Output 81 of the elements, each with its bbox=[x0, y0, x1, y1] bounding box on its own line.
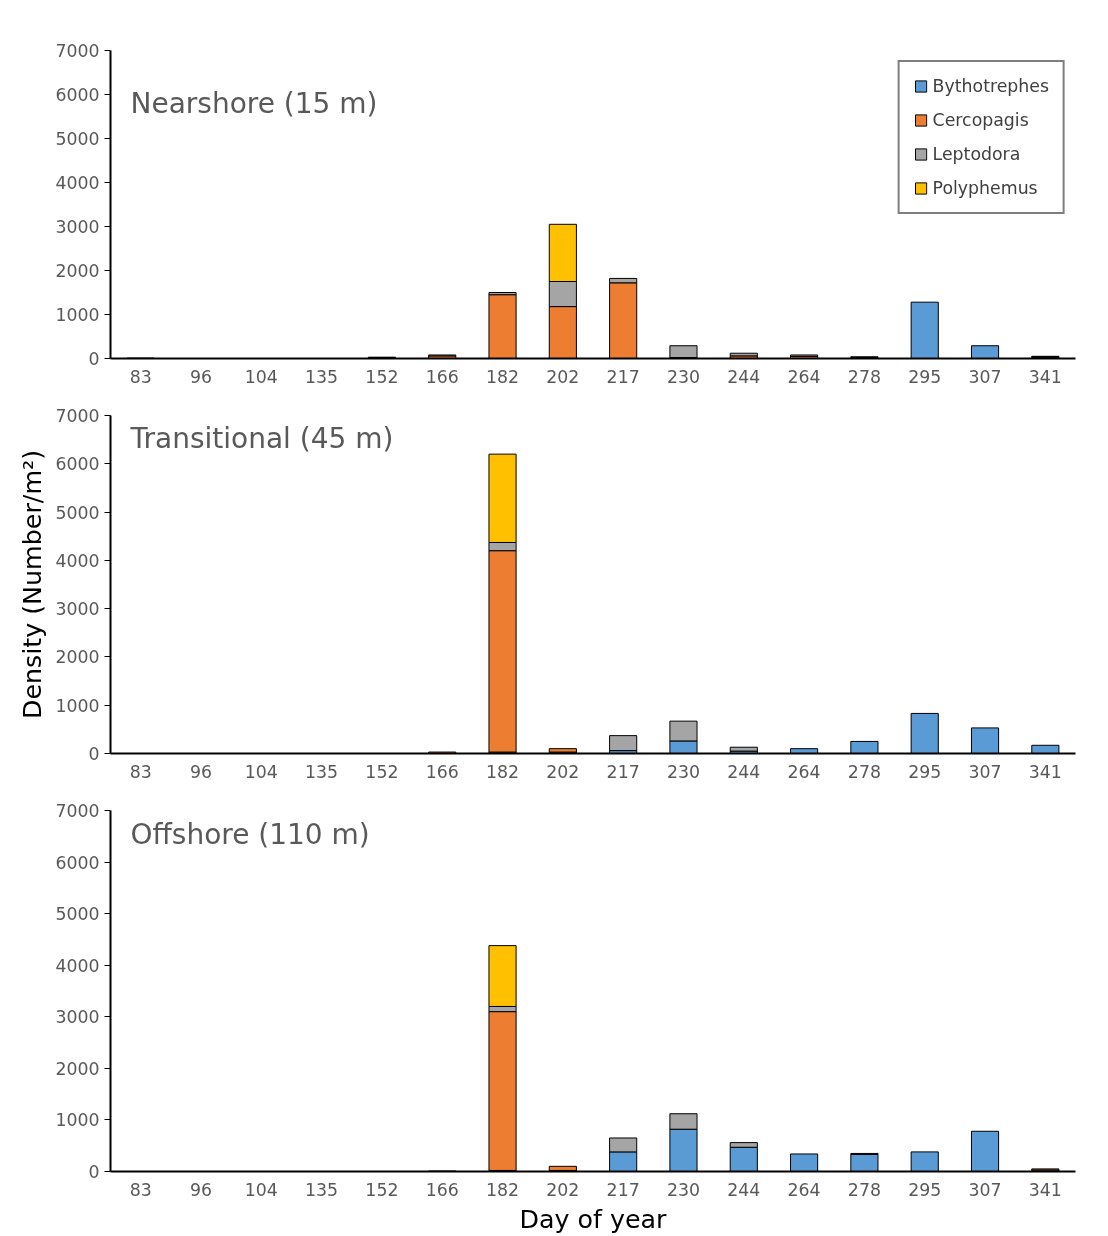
y-tick-label: 1000 bbox=[55, 695, 100, 716]
x-tick-label: 244 bbox=[727, 366, 761, 387]
x-tick-label: 295 bbox=[908, 1179, 942, 1200]
x-tick-label: 341 bbox=[1028, 761, 1062, 782]
x-tick-label: 182 bbox=[485, 366, 520, 387]
y-tick-label: 0 bbox=[88, 744, 100, 764]
x-tick-label: 166 bbox=[425, 761, 459, 782]
y-tick-label: 2000 bbox=[55, 647, 100, 668]
x-tick-label: 244 bbox=[727, 761, 761, 782]
y-tick-label: 3000 bbox=[55, 1007, 100, 1028]
x-tick-label: 278 bbox=[847, 366, 881, 387]
x-tick-label: 96 bbox=[189, 366, 213, 387]
y-tick-label: 5000 bbox=[55, 502, 100, 523]
x-tick-label: 152 bbox=[365, 761, 399, 782]
x-tick-label: 166 bbox=[425, 1179, 459, 1200]
legend-label: Leptodora bbox=[932, 144, 1021, 164]
y-tick-label: 7000 bbox=[55, 801, 100, 821]
x-tick-label: 202 bbox=[546, 761, 580, 782]
y-tick-label: 0 bbox=[88, 1162, 100, 1182]
x-tick-label: 152 bbox=[365, 1179, 399, 1200]
y-tick-label: 5000 bbox=[55, 129, 100, 149]
y-axis-title: Density (Number/m²) bbox=[17, 449, 48, 720]
y-tick-label: 3000 bbox=[55, 599, 100, 620]
x-tick-label: 135 bbox=[305, 366, 339, 387]
y-tick-label: 1000 bbox=[55, 305, 100, 325]
y-tick-label: 1000 bbox=[55, 1110, 100, 1131]
x-tick-label: 217 bbox=[606, 366, 640, 387]
x-tick-label: 83 bbox=[129, 1179, 152, 1200]
legend-label: Polyphemus bbox=[932, 178, 1038, 198]
y-tick-label: 0 bbox=[88, 349, 100, 369]
x-tick-label: 152 bbox=[365, 366, 399, 387]
y-tick-label: 4000 bbox=[55, 173, 100, 193]
x-tick-label: 230 bbox=[666, 761, 701, 782]
x-tick-label: 307 bbox=[968, 761, 1002, 782]
x-tick-label: 182 bbox=[485, 761, 520, 782]
x-tick-label: 96 bbox=[189, 761, 213, 782]
x-tick-label: 264 bbox=[787, 761, 821, 782]
x-tick-label: 230 bbox=[666, 366, 701, 387]
x-tick-label: 135 bbox=[305, 1179, 339, 1200]
x-tick-label: 83 bbox=[129, 366, 152, 387]
legend-label: Cercopagis bbox=[932, 110, 1029, 130]
y-tick-label: 4000 bbox=[55, 955, 100, 976]
x-tick-label: 166 bbox=[425, 366, 459, 387]
x-tick-label: 217 bbox=[606, 761, 640, 782]
x-tick-label: 202 bbox=[546, 366, 580, 387]
y-tick-label: 6000 bbox=[55, 454, 100, 475]
x-tick-label: 104 bbox=[244, 761, 278, 782]
x-tick-label: 244 bbox=[727, 1179, 761, 1200]
x-tick-label: 217 bbox=[606, 1179, 640, 1200]
x-tick-label: 307 bbox=[968, 1179, 1002, 1200]
x-tick-label: 295 bbox=[908, 366, 942, 387]
x-tick-label: 96 bbox=[189, 1179, 213, 1200]
x-tick-label: 264 bbox=[787, 1179, 821, 1200]
y-tick-label: 7000 bbox=[55, 41, 100, 61]
y-tick-label: 3000 bbox=[55, 217, 100, 237]
x-tick-label: 307 bbox=[968, 366, 1002, 387]
x-tick-label: 230 bbox=[666, 1179, 701, 1200]
x-tick-label: 182 bbox=[485, 1179, 520, 1200]
x-tick-label: 83 bbox=[129, 761, 152, 782]
legend-label: Bythotrephes bbox=[932, 76, 1049, 96]
text: Nearshore (15 m) bbox=[130, 87, 378, 121]
x-tick-label: 264 bbox=[787, 366, 821, 387]
y-tick-label: 2000 bbox=[55, 261, 100, 281]
y-tick-label: 2000 bbox=[55, 1058, 100, 1079]
chart-title: Transitional (45 m) bbox=[129, 422, 394, 456]
x-axis-title: Day of year bbox=[519, 1203, 668, 1234]
x-tick-label: 104 bbox=[244, 366, 278, 387]
x-tick-label: 135 bbox=[305, 761, 339, 782]
y-tick-label: 6000 bbox=[55, 852, 100, 873]
x-tick-label: 341 bbox=[1028, 366, 1062, 387]
x-tick-label: 295 bbox=[908, 761, 942, 782]
y-tick-label: 4000 bbox=[55, 550, 100, 571]
x-tick-label: 202 bbox=[546, 1179, 580, 1200]
x-tick-label: 341 bbox=[1028, 1179, 1062, 1200]
x-tick-label: 278 bbox=[847, 761, 881, 782]
x-tick-label: 104 bbox=[244, 1179, 278, 1200]
y-tick-label: 7000 bbox=[55, 406, 100, 426]
chart-title: Offshore (110 m) bbox=[130, 817, 370, 851]
y-tick-label: 5000 bbox=[55, 904, 100, 925]
y-tick-label: 6000 bbox=[55, 85, 100, 105]
x-tick-label: 278 bbox=[847, 1179, 881, 1200]
